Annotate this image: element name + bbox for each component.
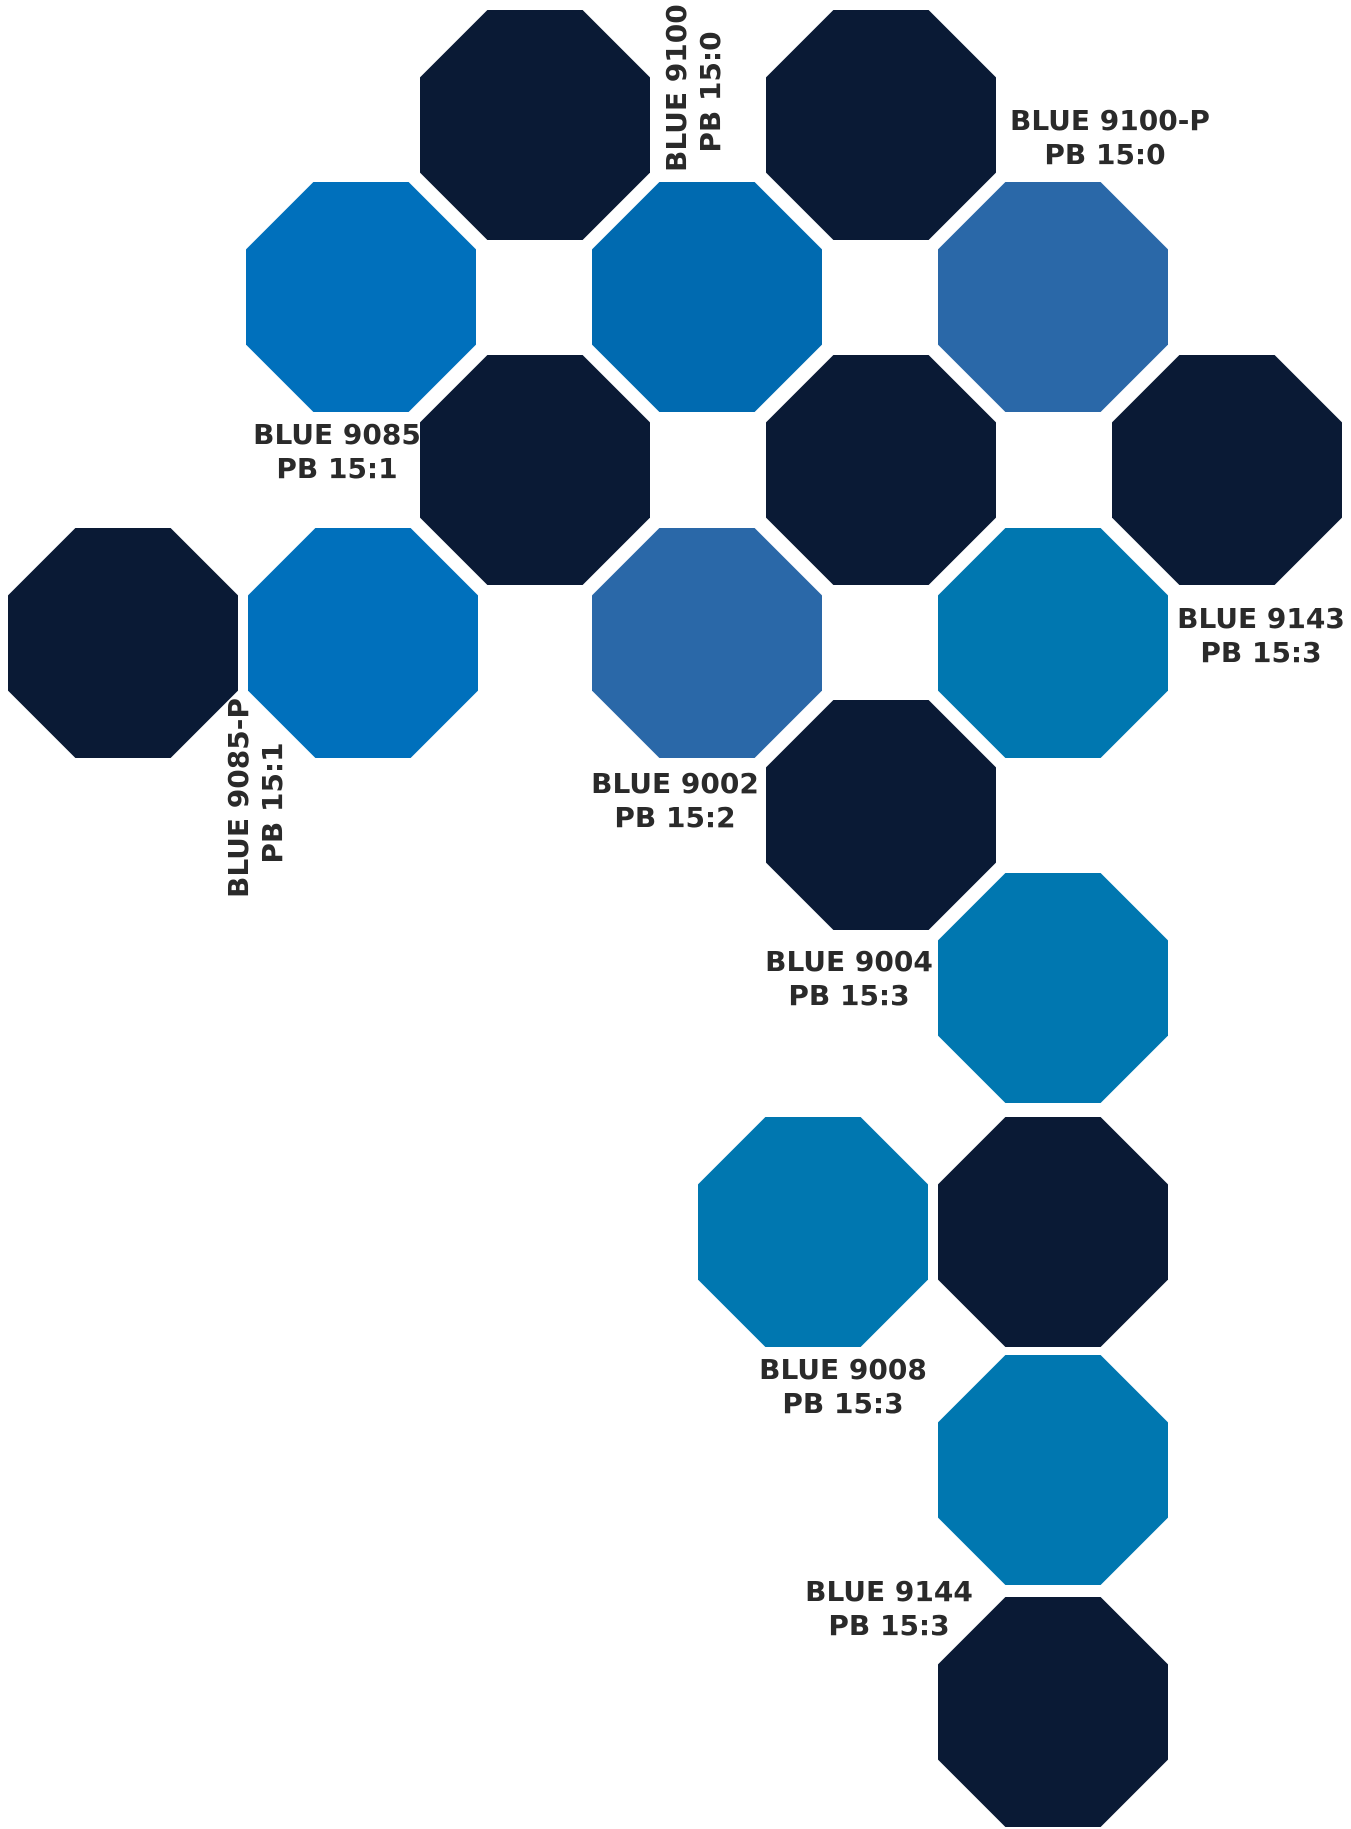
label-name: BLUE 9100 bbox=[660, 4, 693, 172]
label-name: BLUE 9144 bbox=[805, 1575, 973, 1608]
label-name: BLUE 9008 bbox=[759, 1353, 927, 1386]
octagon-navy-6 bbox=[8, 528, 238, 758]
label-blue-9143: BLUE 9143 PB 15:3 bbox=[1176, 602, 1346, 670]
label-blue-9085-p: BLUE 9085-P PB 15:1 bbox=[222, 698, 290, 898]
octagon-navy-3 bbox=[420, 355, 650, 585]
label-name: BLUE 9143 bbox=[1177, 602, 1345, 635]
label-blue-9002: BLUE 9002 PB 15:2 bbox=[590, 767, 760, 835]
label-blue-9008: BLUE 9008 PB 15:3 bbox=[758, 1353, 928, 1421]
octagon-blue-9085-p bbox=[248, 528, 478, 758]
label-blue-9004: BLUE 9004 PB 15:3 bbox=[764, 945, 934, 1013]
label-name: BLUE 9085-P bbox=[222, 698, 255, 898]
label-blue-9100-p: BLUE 9100-P PB 15:0 bbox=[1010, 104, 1210, 172]
octagon-navy-5 bbox=[1112, 355, 1342, 585]
octagon-navy-9 bbox=[938, 1597, 1168, 1827]
label-pigment: PB 15:3 bbox=[788, 979, 910, 1012]
octagon-blue-9100 bbox=[592, 182, 822, 412]
label-pigment: PB 15:0 bbox=[694, 31, 727, 153]
label-pigment: PB 15:3 bbox=[1200, 636, 1322, 669]
octagon-blue-9008 bbox=[698, 1117, 928, 1347]
octagon-blue-9144 bbox=[938, 1355, 1168, 1585]
label-pigment: PB 15:3 bbox=[828, 1609, 950, 1642]
label-blue-9144: BLUE 9144 PB 15:3 bbox=[804, 1575, 974, 1643]
label-name: BLUE 9085 bbox=[253, 418, 421, 451]
octagon-navy-8 bbox=[938, 1117, 1168, 1347]
octagon-navy-1 bbox=[420, 10, 650, 240]
label-pigment: PB 15:0 bbox=[1044, 138, 1166, 171]
label-name: BLUE 9004 bbox=[765, 945, 933, 978]
octagon-navy-2 bbox=[766, 10, 996, 240]
label-blue-9085: BLUE 9085 PB 15:1 bbox=[252, 418, 422, 486]
label-pigment: PB 15:1 bbox=[276, 452, 398, 485]
label-name: BLUE 9100-P bbox=[1010, 104, 1210, 137]
octagon-blue-9002 bbox=[592, 528, 822, 758]
label-blue-9100: BLUE 9100 PB 15:0 bbox=[660, 4, 728, 172]
octagon-navy-7 bbox=[766, 700, 996, 930]
octagon-blue-9004 bbox=[938, 873, 1168, 1103]
label-pigment: PB 15:3 bbox=[782, 1387, 904, 1420]
octagon-blue-9143 bbox=[938, 528, 1168, 758]
label-pigment: PB 15:1 bbox=[256, 742, 289, 864]
octagon-navy-4 bbox=[766, 355, 996, 585]
label-name: BLUE 9002 bbox=[591, 767, 759, 800]
octagon-blue-9085 bbox=[246, 182, 476, 412]
octagon-blue-9100-p bbox=[938, 182, 1168, 412]
label-pigment: PB 15:2 bbox=[614, 801, 736, 834]
